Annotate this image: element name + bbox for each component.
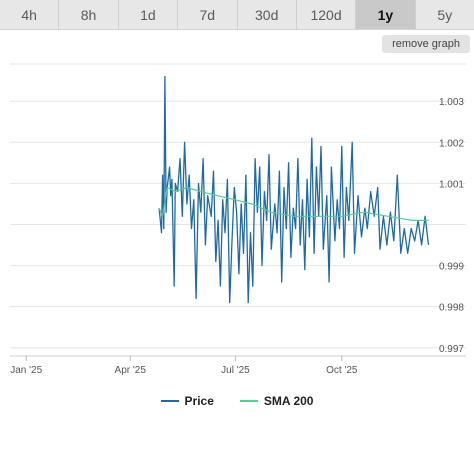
- x-tick-label: Jul '25: [221, 365, 250, 376]
- x-tick-label: Jan '25: [10, 365, 42, 376]
- legend-label: Price: [184, 394, 214, 408]
- x-tick-label: Oct '25: [326, 365, 358, 376]
- legend-item-sma-200[interactable]: SMA 200: [239, 394, 314, 408]
- x-tick-label: Apr '25: [115, 365, 147, 376]
- tab-5y[interactable]: 5y: [415, 0, 474, 29]
- y-tick-label: 1.001: [439, 179, 464, 190]
- y-tick-label: 0.999: [439, 262, 464, 273]
- tab-4h[interactable]: 4h: [0, 0, 60, 29]
- tab-30d[interactable]: 30d: [237, 0, 297, 29]
- tab-1d[interactable]: 1d: [118, 0, 179, 29]
- y-tick-label: 1.002: [439, 138, 464, 149]
- y-tick-label: 0.997: [439, 344, 464, 355]
- y-tick-label: 1.003: [439, 97, 464, 108]
- y-tick-label: 0.998: [439, 303, 464, 314]
- tab-120d[interactable]: 120d: [296, 0, 357, 29]
- chart-legend: Price SMA 200: [0, 393, 474, 409]
- legend-swatch: [239, 400, 258, 402]
- legend-item-price[interactable]: Price: [160, 394, 214, 408]
- legend-label: SMA 200: [263, 394, 314, 408]
- tab-8h[interactable]: 8h: [59, 0, 119, 29]
- price-chart: 0.997 0.998 0.999 1.001 1.002 1.003 Jan '25 Apr…: [10, 63, 466, 376]
- timeframe-tabs: 4h 8h 1d 7d 30d 120d 1y 5y: [0, 0, 474, 30]
- price-line: [158, 75, 430, 304]
- sma-200-line: [158, 186, 429, 221]
- remove-graph-button[interactable]: remove graph: [382, 35, 470, 53]
- tab-1y[interactable]: 1y: [356, 0, 416, 29]
- legend-swatch: [160, 400, 179, 402]
- tab-7d[interactable]: 7d: [178, 0, 238, 29]
